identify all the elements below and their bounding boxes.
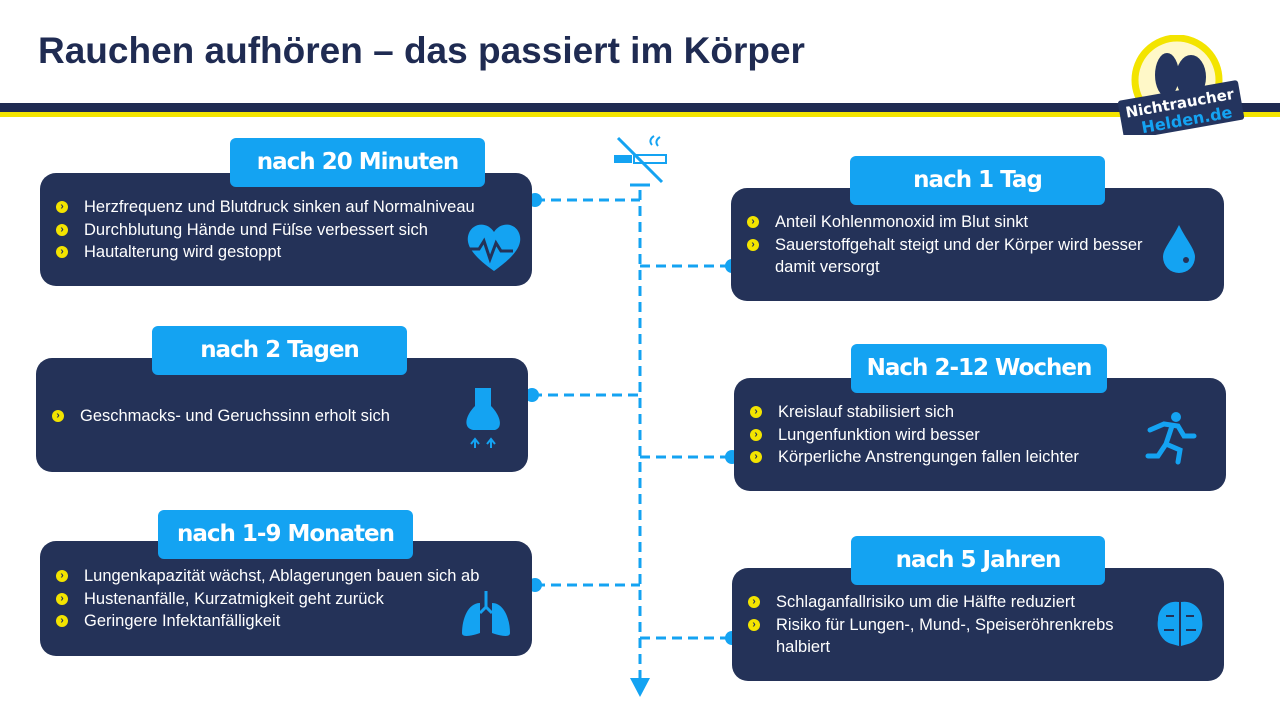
list-item: › Kreislauf stabilisiert sich — [750, 401, 1079, 424]
list-item: › Sauerstoffgehalt steigt und der Körper … — [747, 234, 1167, 279]
stage-card-1-9-months: › Lungenkapazität wächst, Ablagerungen ba… — [40, 541, 532, 656]
stage-label: nach 1-9 Monaten — [158, 510, 413, 559]
stage-card-2-12-weeks: › Kreislauf stabilisiert sich › Lungenfunk… — [734, 378, 1226, 491]
no-smoking-icon — [614, 135, 667, 184]
running-person-icon — [1145, 412, 1197, 465]
stage-card-1-day: › Anteil Kohlenmonoxid im Blut sinkt › Sau… — [731, 188, 1224, 301]
lungs-icon — [462, 591, 510, 636]
list-item: › Schlaganfallrisiko um die Hälfte reduzi… — [748, 591, 1168, 614]
stage-label: nach 1 Tag — [850, 156, 1105, 205]
page-title: Rauchen aufhören – das passiert im Körpe… — [38, 30, 805, 71]
list-item: › Anteil Kohlenmonoxid im Blut sinkt — [747, 211, 1167, 234]
list-item: › Durchblutung Hände und Füſse verbessert… — [56, 219, 475, 242]
stage-card-20-minutes: › Herzfrequenz und Blutdruck sinken auf N… — [40, 173, 532, 286]
list-item: › Lungenfunktion wird besser — [750, 424, 1079, 447]
header-stripe-yellow — [0, 112, 1280, 117]
stage-label: nach 5 Jahren — [851, 536, 1105, 585]
blood-drop-icon — [1163, 225, 1195, 273]
stage-label: Nach 2-12 Wochen — [851, 344, 1107, 393]
nose-icon — [466, 388, 500, 448]
list-item: › Körperliche Anstrengungen fallen leicht… — [750, 446, 1079, 469]
stage-card-5-years: › Schlaganfallrisiko um die Hälfte reduzi… — [732, 568, 1224, 681]
stage-card-2-days: › Geschmacks- und Geruchssinn erholt sich — [36, 358, 528, 472]
list-item: › Geschmacks- und Geruchssinn erholt sich — [52, 405, 390, 428]
nichtraucher-helden-logo: Nichtraucher Helden.de — [1115, 34, 1250, 140]
list-item: › Lungenkapazität wächst, Ablagerungen ba… — [56, 565, 479, 588]
header-stripe-navy — [0, 103, 1280, 112]
list-item: › Geringere Infektanfälligkeit — [56, 610, 479, 633]
timeline-arrow-icon — [630, 678, 650, 697]
list-item: › Hustenanfälle, Kurzatmigkeit geht zurüc… — [56, 588, 479, 611]
list-item: › Herzfrequenz und Blutdruck sinken auf N… — [56, 196, 475, 219]
list-item: › Hautalterung wird gestoppt — [56, 241, 475, 264]
stage-label: nach 20 Minuten — [230, 138, 485, 187]
list-item: › Risiko für Lungen-, Mund-, Speiseröhren… — [748, 614, 1168, 659]
stage-label: nach 2 Tagen — [152, 326, 407, 375]
brain-icon — [1157, 601, 1203, 646]
heart-pulse-icon — [467, 224, 521, 271]
